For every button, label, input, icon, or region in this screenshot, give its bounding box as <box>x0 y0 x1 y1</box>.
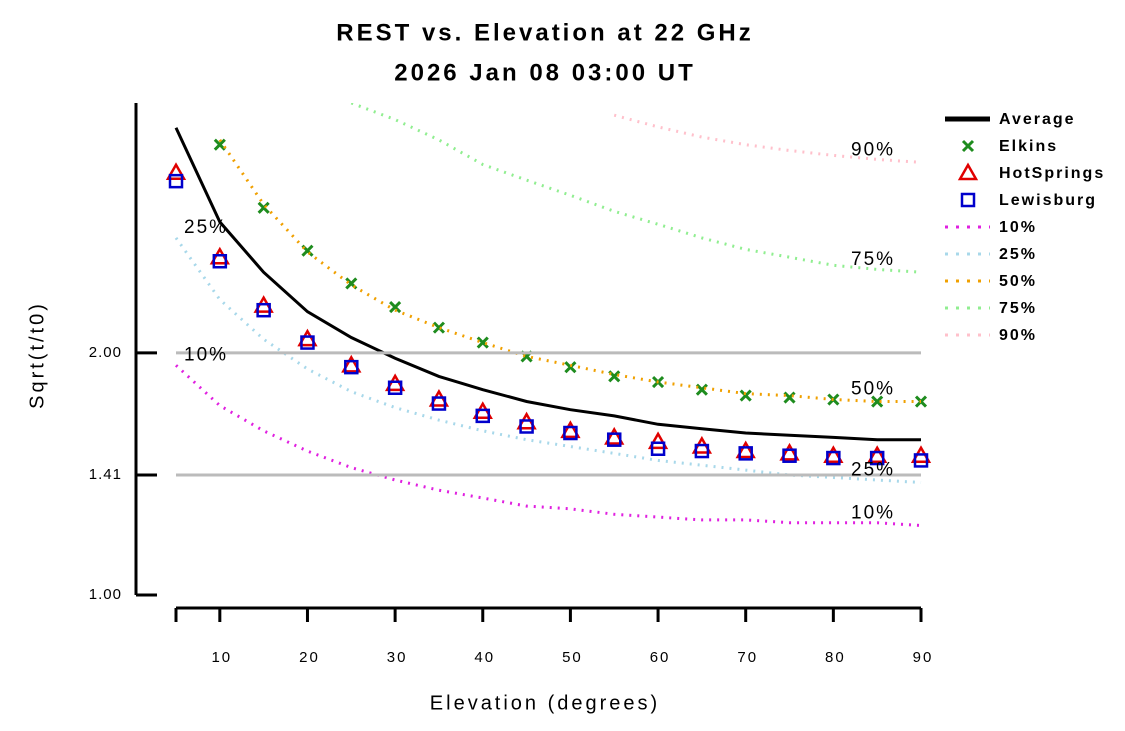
data-point <box>694 443 710 459</box>
data-point <box>647 431 669 450</box>
data-point <box>739 389 752 402</box>
data-point <box>826 450 841 466</box>
curve-label: 10% <box>851 503 895 524</box>
data-point <box>341 354 362 373</box>
data-point <box>869 450 885 466</box>
data-point <box>823 445 844 463</box>
data-point <box>782 448 797 463</box>
data-point <box>256 302 271 318</box>
legend-symbol <box>961 139 975 153</box>
legend-symbol <box>960 192 976 208</box>
data-point <box>560 420 581 439</box>
x-tick-label: 60 <box>650 649 671 666</box>
chart-title: REST vs. Elevation at 22 GHz <box>336 19 753 46</box>
y-tick-label: 1.41 <box>89 466 122 483</box>
data-point <box>300 335 315 350</box>
legend-label: Average <box>999 111 1076 128</box>
curve-label: 25% <box>184 217 228 238</box>
data-point <box>432 321 446 334</box>
data-point <box>297 328 318 347</box>
y-axis-label: Sqrt(t/t0) <box>26 301 48 409</box>
x-tick-label: 20 <box>299 649 320 666</box>
data-point <box>212 253 228 269</box>
legend-label: 10% <box>999 219 1037 236</box>
data-point <box>606 432 622 447</box>
data-point <box>519 419 534 434</box>
curve-label: 75% <box>851 249 895 270</box>
x-tick-label: 40 <box>474 649 495 666</box>
data-point <box>165 162 187 180</box>
data-point <box>213 138 226 151</box>
legend-label: HotSprings <box>999 165 1105 182</box>
data-point <box>475 408 491 424</box>
data-point <box>913 453 929 468</box>
legend-label: 75% <box>999 300 1037 317</box>
data-point <box>389 301 402 314</box>
x-tick-label: 80 <box>825 649 846 666</box>
data-point <box>344 359 359 375</box>
curve-label: 10% <box>184 344 228 365</box>
legend-label: 25% <box>999 246 1037 263</box>
curve-label: 90% <box>851 139 895 160</box>
x-tick-label: 70 <box>737 649 758 666</box>
percentile-curve <box>350 103 922 274</box>
data-point <box>387 380 403 396</box>
data-point <box>563 425 578 441</box>
data-point <box>257 201 270 214</box>
y-tick-label: 2.00 <box>89 344 122 361</box>
data-point <box>735 440 756 459</box>
y-tick-label: 1.00 <box>89 586 122 603</box>
x-tick-label: 90 <box>913 649 934 666</box>
data-point <box>431 396 447 411</box>
plot-area <box>165 103 932 527</box>
legend-symbol <box>957 162 979 181</box>
curve-label: 25% <box>851 460 895 481</box>
curve-label: 50% <box>851 379 895 400</box>
percentile-curve <box>174 364 922 527</box>
data-point <box>168 173 184 189</box>
data-point <box>738 446 753 461</box>
percentile-curve <box>218 139 921 403</box>
chart-subtitle: 2026 Jan 08 03:00 UT <box>394 59 696 86</box>
x-axis-label: Elevation (degrees) <box>430 692 660 714</box>
legend-label: Elkins <box>999 138 1058 155</box>
data-point <box>604 426 625 445</box>
x-tick-label: 10 <box>211 649 232 666</box>
percentile-curve <box>174 237 922 484</box>
x-tick-label: 30 <box>387 649 408 666</box>
legend-label: 50% <box>999 273 1037 290</box>
data-point <box>564 361 577 374</box>
data-point <box>476 336 489 349</box>
average-line <box>174 127 921 442</box>
data-point <box>695 383 708 396</box>
legend-label: Lewisburg <box>999 192 1097 209</box>
data-point <box>867 445 888 463</box>
data-point <box>871 395 884 408</box>
data-point <box>650 441 666 456</box>
data-point <box>779 442 800 461</box>
x-tick-label: 50 <box>562 649 583 666</box>
data-point <box>783 391 796 404</box>
legend-label: 90% <box>999 327 1037 344</box>
